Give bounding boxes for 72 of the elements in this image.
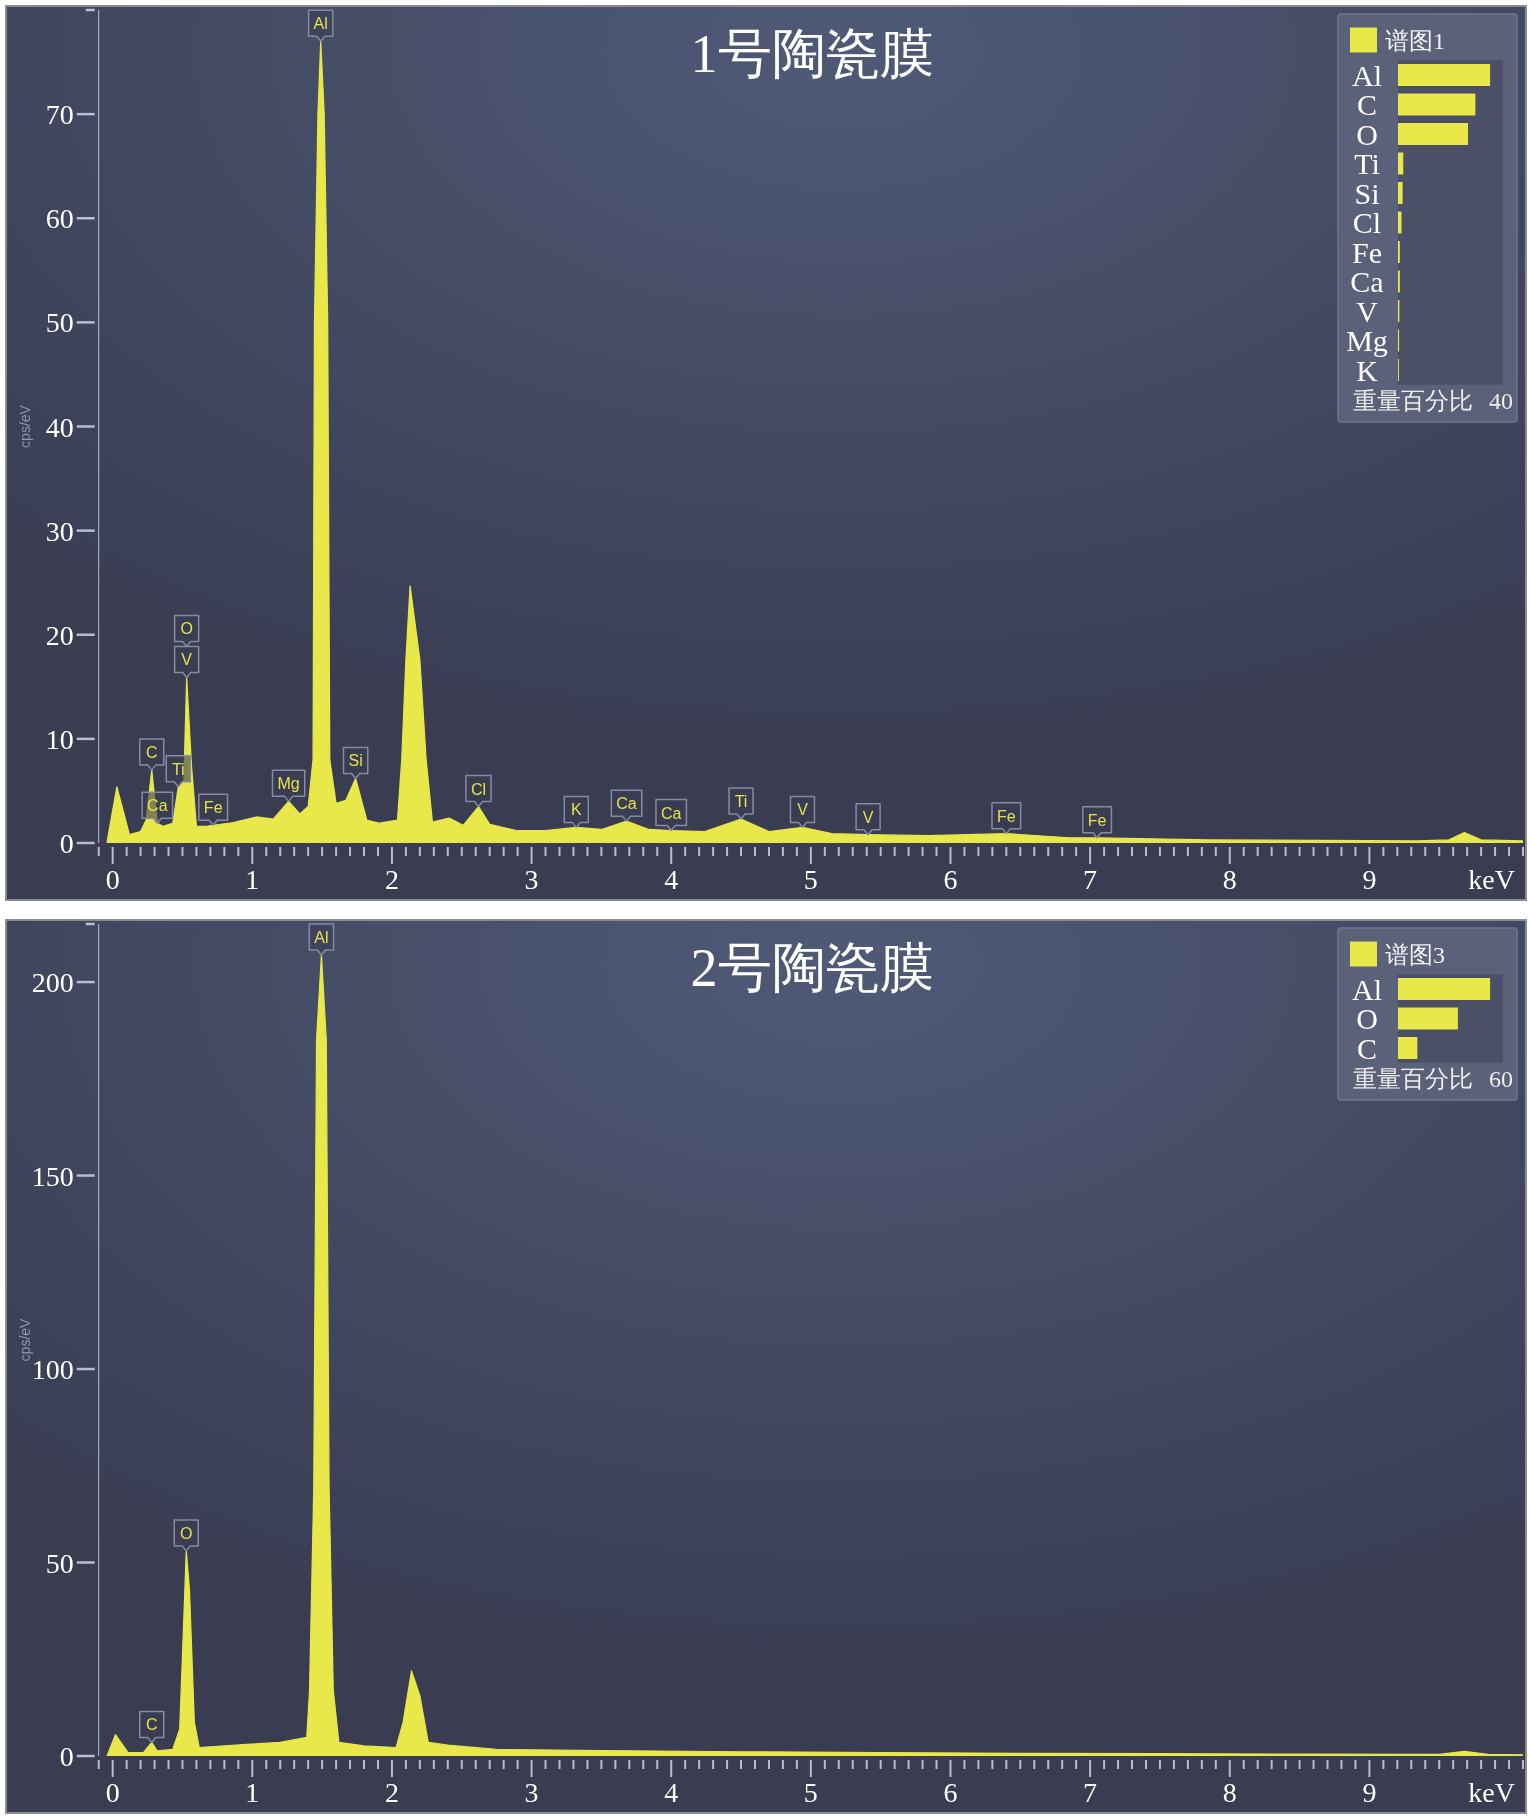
y-tick-label: 200 xyxy=(31,967,74,999)
y-tick-label: 60 xyxy=(45,203,74,235)
x-tick-label: 0 xyxy=(105,1777,120,1808)
bar xyxy=(1398,211,1402,234)
x-axis-title: 重量百分比 xyxy=(1353,1065,1473,1092)
annotation: 60 xyxy=(1489,1065,1513,1092)
annotation: Cl xyxy=(470,780,487,798)
annotation: C xyxy=(145,744,158,762)
annotation: Ca xyxy=(660,804,682,822)
annotation: Ti xyxy=(171,760,185,778)
x-tick-label: 0 xyxy=(105,864,120,895)
x-axis-title: keV xyxy=(1468,1777,1515,1808)
bar xyxy=(1398,152,1404,175)
y-tick-label: 30 xyxy=(45,515,74,547)
x-tick-label: 2 xyxy=(384,864,399,895)
annotation: V xyxy=(862,808,874,826)
annotation: Al xyxy=(314,928,329,946)
annotation: 40 xyxy=(1489,387,1513,414)
y-tick-label: 0 xyxy=(59,1741,74,1772)
legend-label: 谱图1 xyxy=(1385,27,1445,54)
x-tick-label: 5 xyxy=(803,864,818,895)
annotation: Ti xyxy=(734,793,748,811)
x-tick-label: 3 xyxy=(524,1777,539,1808)
annotation: O xyxy=(180,620,193,638)
x-axis-title: 重量百分比 xyxy=(1353,387,1473,414)
annotation: Ca xyxy=(147,797,168,815)
x-axis-title: keV xyxy=(1468,864,1515,895)
y-axis-title: cps/eV xyxy=(17,404,33,448)
annotation: C xyxy=(145,1716,158,1734)
y-tick-label: 150 xyxy=(31,1160,74,1192)
annotation: V xyxy=(181,651,193,669)
annotation: Fe xyxy=(1087,811,1107,829)
y-tick-label: 70 xyxy=(45,99,74,131)
annotation: O xyxy=(180,1524,193,1542)
x-tick-label: 6 xyxy=(943,1777,958,1808)
bar xyxy=(1398,182,1403,204)
bar xyxy=(1398,123,1468,145)
x-tick-label: 5 xyxy=(803,1777,818,1808)
x-tick-label: 1 xyxy=(245,1777,260,1808)
annotation: Fe xyxy=(997,807,1016,825)
x-tick-label: 8 xyxy=(1222,1777,1237,1808)
annotation: V xyxy=(797,801,809,819)
x-tick-label: 2 xyxy=(384,1777,399,1808)
chart-title: 1号陶瓷膜 xyxy=(690,24,934,84)
x-tick-label: 9 xyxy=(1362,1777,1377,1808)
annotation: Mg xyxy=(277,775,300,793)
chart-title: 2号陶瓷膜 xyxy=(690,938,934,998)
legend-label: 谱图3 xyxy=(1385,941,1445,968)
bar xyxy=(1398,93,1476,116)
y-tick-label: 0 xyxy=(59,828,74,859)
y-tick-label: 50 xyxy=(45,307,74,339)
y-tick-label: 10 xyxy=(45,723,74,755)
annotation: Al xyxy=(313,15,328,33)
y-axis-title: cps/eV xyxy=(17,1317,33,1362)
x-tick-label: 3 xyxy=(524,864,539,895)
x-tick-label: 4 xyxy=(664,864,679,895)
annotation: Ca xyxy=(616,795,637,813)
x-tick-label: 8 xyxy=(1222,864,1237,895)
annotation: Si xyxy=(348,752,363,770)
y-tick-label: 20 xyxy=(45,619,74,651)
x-tick-label: 1 xyxy=(245,864,260,895)
annotation: Fe xyxy=(203,799,223,817)
y-tick-label: 50 xyxy=(45,1547,74,1579)
annotation: K xyxy=(570,801,582,819)
x-tick-label: 9 xyxy=(1362,864,1377,895)
bar xyxy=(1398,64,1491,86)
x-tick-label: 7 xyxy=(1083,1777,1098,1808)
x-tick-label: 4 xyxy=(664,1777,679,1808)
y-tick-label: 100 xyxy=(31,1354,74,1386)
x-tick-label: 7 xyxy=(1083,864,1098,895)
x-tick-label: 6 xyxy=(943,864,958,895)
y-tick-label: 40 xyxy=(45,411,74,443)
